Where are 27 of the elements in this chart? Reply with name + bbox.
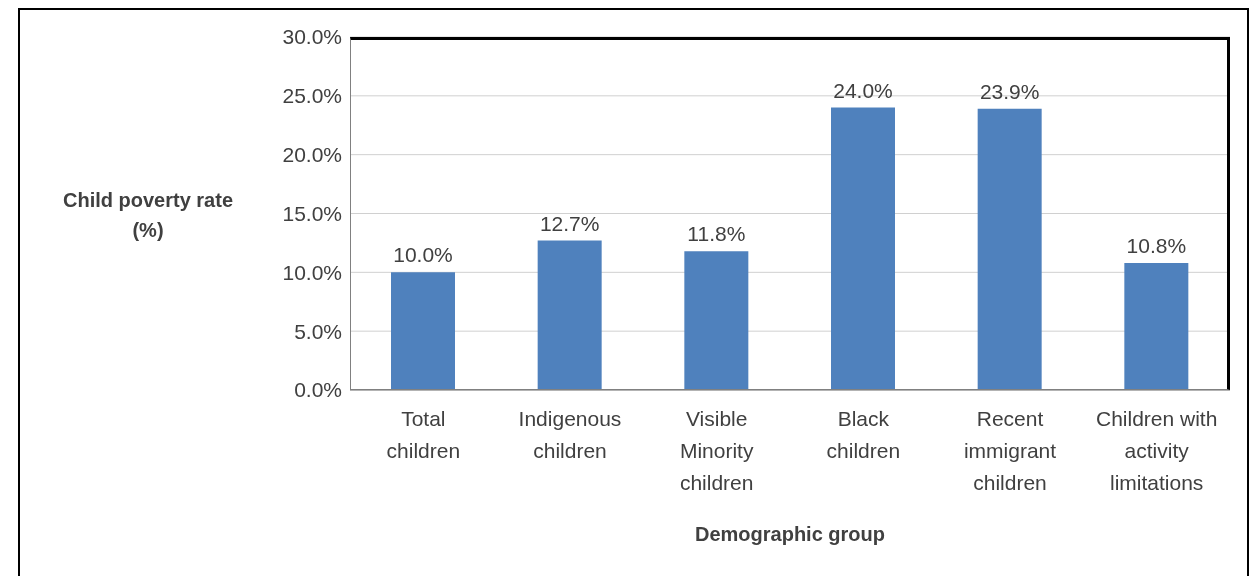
bar [537,240,602,390]
x-tick-label: Visible Minority children [679,407,754,494]
x-tick-label: Black children [826,407,901,462]
y-axis-title: Child poverty rate (%) [61,188,234,243]
data-label: 24.0% [833,78,893,102]
y-tick-label: 0.0% [294,378,342,402]
data-label: 10.0% [393,243,453,267]
data-label: 12.7% [539,211,600,235]
bar [831,107,895,390]
bar [977,108,1042,390]
bar [1124,262,1189,390]
bar [684,251,749,390]
x-tick-label: Recent immigrant children [963,407,1057,494]
y-tick-label: 25.0% [282,84,342,108]
x-axis-title: Demographic group [694,523,886,546]
data-label: 11.8% [687,222,746,246]
y-tick-label: 15.0% [282,201,342,225]
bar [391,272,455,390]
y-tick-label: 20.0% [282,143,342,167]
data-label: 10.8% [1126,233,1187,257]
data-label: 23.9% [979,79,1040,103]
x-tick-label: Indigenous children [518,407,622,462]
y-tick-label: 5.0% [294,319,342,343]
x-tick-label: Total children [386,407,461,462]
y-tick-label: 30.0% [282,25,342,49]
x-tick-label: Children with activity limitations [1095,407,1218,494]
y-tick-label: 10.0% [282,260,342,284]
